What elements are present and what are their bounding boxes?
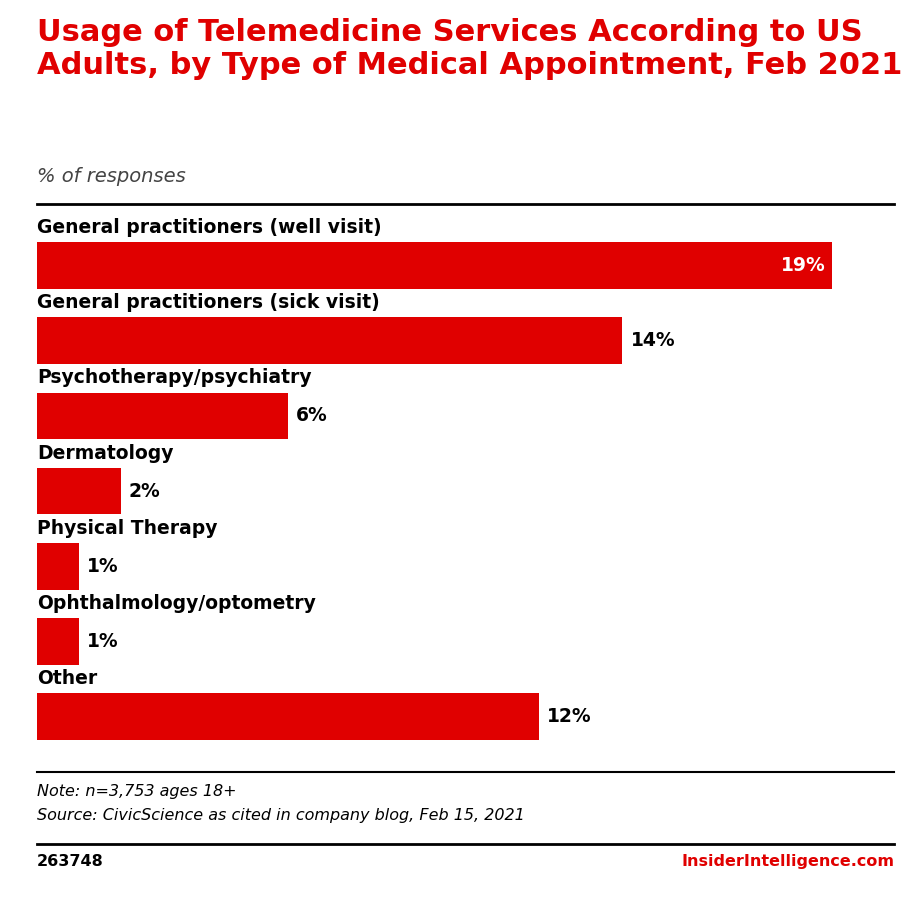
Text: General practitioners (sick visit): General practitioners (sick visit)	[37, 294, 380, 313]
Bar	[37, 392, 288, 439]
Text: Dermatology: Dermatology	[37, 444, 173, 463]
Text: % of responses: % of responses	[37, 167, 185, 186]
Bar	[37, 693, 538, 740]
Text: 1%: 1%	[87, 557, 119, 576]
Text: 2%: 2%	[129, 482, 160, 501]
Bar	[37, 317, 622, 364]
Text: Ophthalmology/optometry: Ophthalmology/optometry	[37, 594, 315, 613]
Text: 263748: 263748	[37, 854, 103, 870]
Bar	[37, 242, 832, 289]
Text: Other: Other	[37, 670, 97, 689]
Bar	[37, 467, 121, 515]
Text: Psychotherapy/psychiatry: Psychotherapy/psychiatry	[37, 369, 312, 388]
Text: Physical Therapy: Physical Therapy	[37, 519, 218, 538]
Text: General practitioners (well visit): General practitioners (well visit)	[37, 218, 382, 237]
Text: 6%: 6%	[296, 407, 328, 426]
Bar	[37, 618, 78, 665]
Bar	[37, 543, 78, 590]
Text: 12%: 12%	[547, 708, 592, 727]
Text: InsiderIntelligence.com: InsiderIntelligence.com	[681, 854, 894, 870]
Text: 14%: 14%	[631, 332, 676, 351]
Text: Note: n=3,753 ages 18+: Note: n=3,753 ages 18+	[37, 784, 236, 799]
Text: Usage of Telemedicine Services According to US
Adults, by Type of Medical Appoin: Usage of Telemedicine Services According…	[37, 18, 903, 80]
Text: Source: CivicScience as cited in company blog, Feb 15, 2021: Source: CivicScience as cited in company…	[37, 808, 525, 824]
Text: 1%: 1%	[87, 632, 119, 651]
Text: 19%: 19%	[781, 256, 825, 275]
